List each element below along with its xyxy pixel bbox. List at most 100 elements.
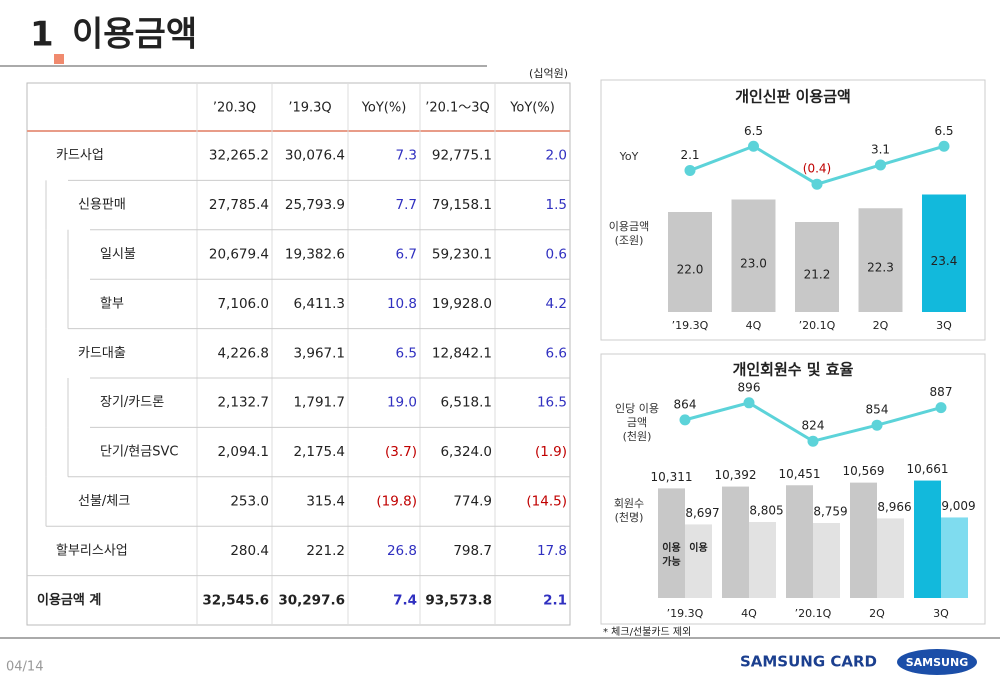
row-label: 할부: [100, 296, 124, 311]
column-header: YoY(%): [361, 101, 407, 116]
bar: [877, 518, 904, 598]
line-point: [743, 397, 755, 409]
value-label: 8,966: [877, 500, 911, 514]
table-cell: 16.5: [537, 395, 567, 411]
series-name-box: 이용: [689, 543, 708, 554]
footnote: * 체크/선불카드 제외: [603, 626, 691, 638]
row-label: 이용금액 계: [37, 592, 101, 608]
table-cell: 20,679.4: [209, 247, 269, 263]
chart-panel: [600, 79, 986, 341]
value-label: 864: [674, 397, 697, 411]
table-cell: 7.4: [393, 592, 417, 608]
table-cell: 7.3: [396, 148, 417, 164]
bar: [850, 482, 877, 598]
series-unit-box: (조원): [615, 234, 644, 247]
table-cell: 4.2: [546, 296, 567, 312]
value-label: 10,311: [651, 470, 693, 484]
bar: [722, 486, 749, 598]
category-label: 3Q: [936, 319, 952, 332]
table-cell: 7.7: [396, 197, 417, 213]
table-cell: 221.2: [306, 543, 345, 559]
line-point: [748, 140, 759, 152]
row-label: 카드대출: [78, 346, 126, 361]
table-cell: 2,094.1: [217, 444, 269, 460]
bar-group-unit: (천명): [614, 511, 644, 524]
table-cell: 25,793.9: [285, 197, 345, 213]
table-cell: 6,518.1: [440, 395, 492, 411]
value-label: 6.5: [934, 124, 953, 138]
table-cell: 0.6: [546, 247, 567, 263]
table-frame: [26, 82, 571, 626]
table-cell: 92,775.1: [432, 148, 492, 164]
table-cell: 6.7: [396, 247, 417, 263]
bar: [795, 222, 839, 312]
page-title: 이용금액: [72, 15, 197, 55]
value-label: 2.1: [680, 148, 699, 162]
table-cell: 6,411.3: [293, 296, 345, 312]
chart-title: 개인회원수 및 효율: [733, 361, 854, 379]
title-marker: [54, 54, 64, 64]
value-label: 21.2: [804, 268, 831, 282]
table-cell: 6,324.0: [440, 444, 492, 460]
series-name: 이용 가능: [662, 543, 681, 568]
category-label: 4Q: [746, 319, 762, 332]
table-cell: 6.5: [396, 345, 417, 361]
chart-panel: [600, 353, 986, 625]
line-point: [871, 419, 883, 431]
table-cell: 6.6: [546, 345, 567, 361]
table-cell: 17.8: [537, 543, 567, 559]
table-cell: 30,297.6: [278, 592, 345, 608]
value-label: 10,569: [843, 464, 885, 478]
line-point: [679, 414, 691, 426]
table-cell: 26.8: [387, 543, 417, 559]
column-header: ’20.3Q: [213, 101, 256, 116]
bar: [914, 480, 941, 598]
series-name: 이용: [689, 543, 708, 554]
section-number: 1: [30, 15, 54, 55]
value-label: 10,661: [907, 462, 949, 476]
series-name: 이용금액: [608, 220, 650, 233]
table-cell: 7,106.0: [217, 296, 269, 312]
table-cell: 10.8: [387, 296, 417, 312]
table-cell: 315.4: [306, 494, 345, 510]
table-cell: (14.5): [526, 494, 567, 510]
value-label: (0.4): [803, 162, 831, 176]
series-unit: (천원): [622, 430, 652, 443]
bar-group-label-box: 회원수: [614, 497, 644, 510]
value-label: 8,697: [685, 506, 719, 520]
bar: [941, 517, 968, 598]
bar: [668, 212, 712, 312]
column-header: ’20.1～3Q: [425, 101, 490, 116]
table-unit: (십억원): [529, 67, 568, 80]
column-header: ’19.3Q: [288, 101, 331, 116]
category-label: 2Q: [869, 607, 885, 620]
bar: [658, 488, 685, 598]
value-label: 10,392: [715, 468, 757, 482]
line-point: [938, 140, 950, 152]
value-label: 854: [866, 403, 889, 417]
series-name-box: 이용금액: [608, 220, 650, 233]
value-label: 8,805: [749, 503, 783, 517]
line-point: [811, 178, 823, 190]
logo: [897, 649, 977, 675]
bar: [858, 208, 903, 312]
table-cell: 27,785.4: [209, 197, 269, 213]
table-cell: 19,382.6: [285, 247, 345, 263]
table-cell: 59,230.1: [432, 247, 492, 263]
series-name-box: 인당 이용금액: [615, 402, 659, 429]
table-cell: 4,226.8: [217, 345, 269, 361]
bar: [922, 194, 966, 312]
table-cell: 19.0: [387, 395, 417, 411]
brand: SAMSUNG CARD: [740, 653, 877, 671]
table-cell: 280.4: [230, 543, 269, 559]
category-label: ’20.1Q: [799, 319, 836, 332]
table-cell: 30,076.4: [285, 148, 345, 164]
table-cell: 79,158.1: [432, 197, 492, 213]
table-cell: 1.5: [546, 197, 567, 213]
table-cell: 774.9: [453, 494, 492, 510]
bar: [786, 485, 813, 598]
series-name-box: 이용 가능: [662, 543, 681, 568]
table-cell: 1,791.7: [293, 395, 345, 411]
line-point: [935, 402, 947, 414]
